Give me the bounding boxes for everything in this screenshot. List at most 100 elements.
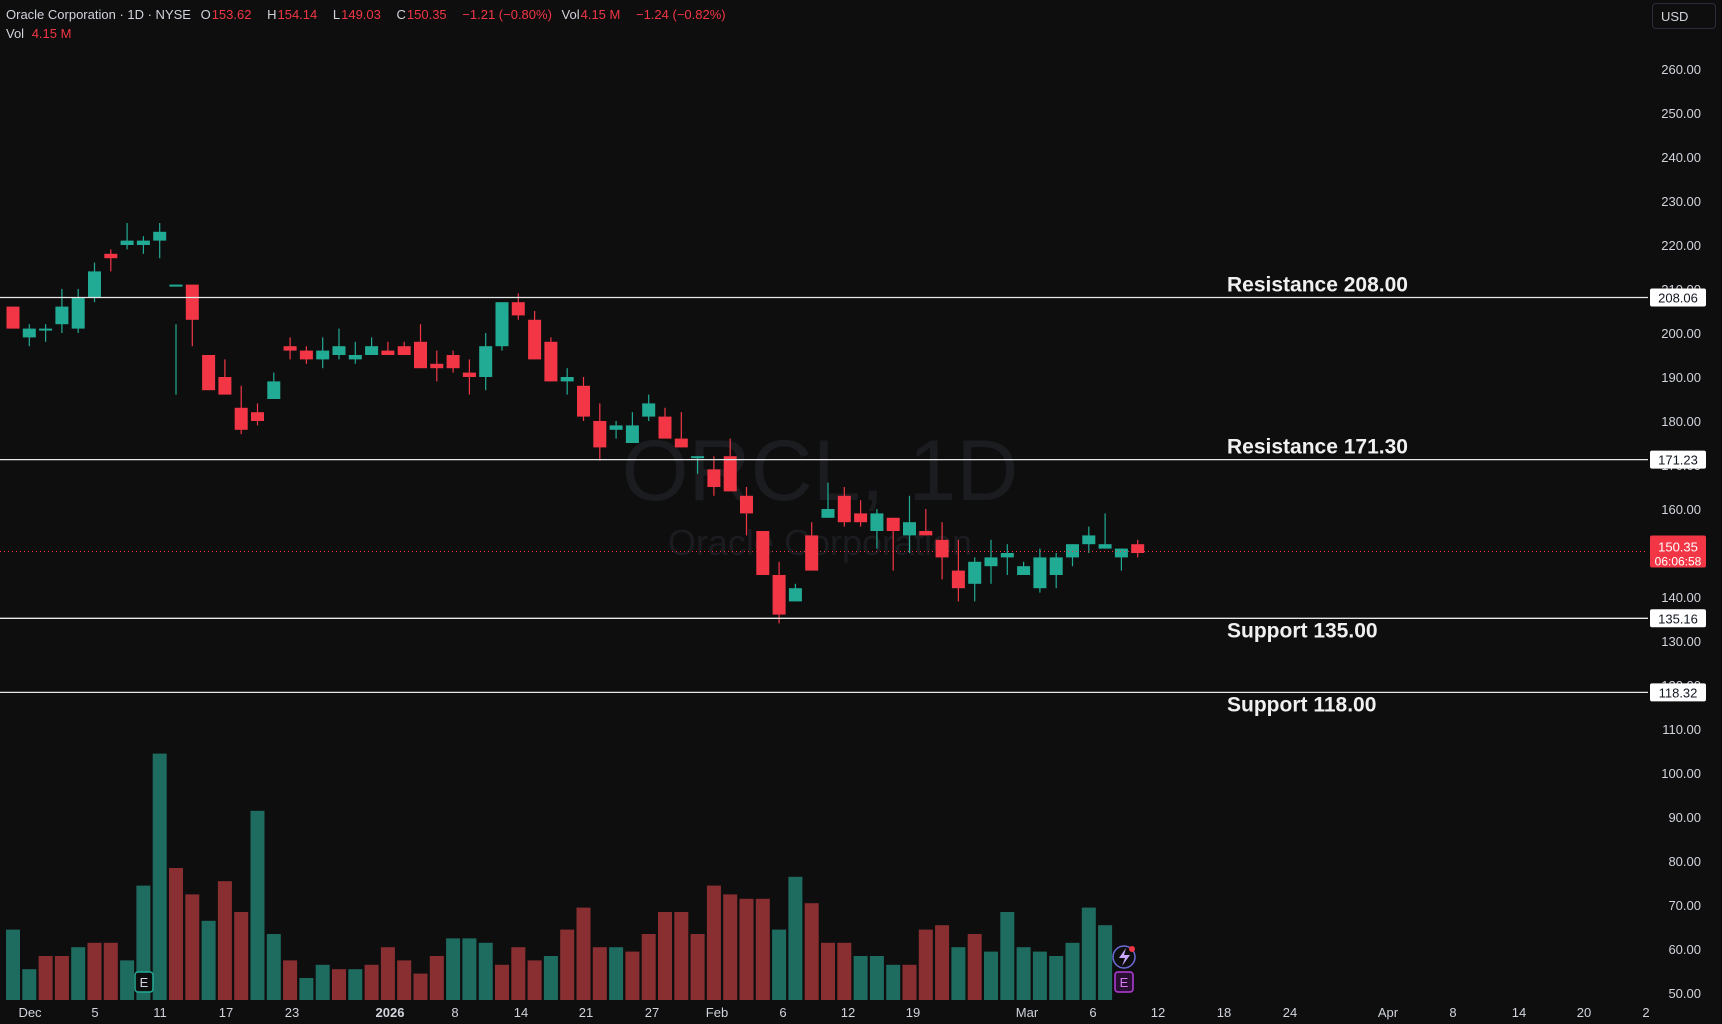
price-tick-label: 190.00 bbox=[1661, 370, 1701, 385]
volume-bar bbox=[935, 925, 950, 1000]
time-tick-label: 6 bbox=[779, 1005, 786, 1020]
price-tick-label: 240.00 bbox=[1661, 150, 1701, 165]
change-value: −1.21 (−0.80%) bbox=[462, 7, 552, 22]
volume-bar bbox=[869, 956, 884, 1000]
volume-bar bbox=[6, 929, 20, 1000]
candle-body bbox=[169, 284, 183, 287]
volume-bar bbox=[674, 912, 689, 1000]
candle-body bbox=[348, 355, 362, 360]
volume-bar bbox=[250, 810, 265, 1000]
price-tick-label: 230.00 bbox=[1661, 194, 1701, 209]
price-tick-label: 60.00 bbox=[1668, 942, 1701, 957]
volume-bar bbox=[918, 929, 933, 1000]
candle-body bbox=[886, 517, 900, 531]
price-tick-label: 160.00 bbox=[1661, 502, 1701, 517]
level-axis-value: 135.16 bbox=[1658, 611, 1698, 626]
time-tick-label: 11 bbox=[153, 1005, 167, 1020]
candle-body bbox=[397, 346, 411, 355]
price-tick-label: 110.00 bbox=[1662, 722, 1701, 737]
level-label: Resistance 171.30 bbox=[1227, 436, 1408, 459]
level-label: Support 135.00 bbox=[1227, 619, 1378, 642]
volume-bar bbox=[641, 934, 656, 1000]
candle-body bbox=[316, 350, 330, 360]
candle-body bbox=[185, 284, 199, 320]
time-tick-label: 27 bbox=[645, 1005, 659, 1020]
volume-bar bbox=[576, 907, 591, 1000]
volume-bar bbox=[821, 942, 835, 1000]
volume-bar bbox=[723, 894, 738, 1000]
candle-body bbox=[251, 412, 264, 421]
time-tick-label: 20 bbox=[1577, 1005, 1591, 1020]
time-tick-label: Apr bbox=[1378, 1005, 1399, 1020]
candle-body bbox=[446, 355, 460, 369]
symbol-legend: Oracle Corporation · 1D · NYSE O153.62 H… bbox=[6, 7, 732, 22]
earnings-marker[interactable] bbox=[134, 971, 154, 993]
level-axis-badge bbox=[1650, 450, 1706, 469]
candle-body bbox=[104, 253, 118, 259]
candle-body bbox=[577, 385, 590, 417]
candle-body bbox=[1114, 548, 1128, 558]
candle-body bbox=[1098, 544, 1112, 549]
candle-body bbox=[593, 421, 607, 448]
candle-body bbox=[462, 372, 476, 377]
time-tick-label: 2026 bbox=[376, 1005, 405, 1020]
price-tick-label: 80.00 bbox=[1668, 854, 1701, 869]
candle-body bbox=[267, 381, 281, 399]
candle-body bbox=[544, 341, 558, 382]
volume-bar bbox=[315, 964, 330, 1000]
currency-button[interactable]: USD bbox=[1652, 3, 1716, 29]
symbol-line: Oracle Corporation · 1D · NYSE bbox=[6, 7, 191, 22]
volume-bar bbox=[397, 960, 412, 1000]
watermark-name: Oracle Corporation bbox=[668, 522, 972, 563]
candle-body bbox=[153, 231, 167, 241]
volume-bar bbox=[22, 969, 37, 1000]
earnings-marker[interactable] bbox=[1114, 971, 1134, 993]
notification-dot bbox=[1129, 946, 1135, 952]
candle-body bbox=[511, 302, 525, 316]
volume-bar bbox=[772, 929, 787, 1000]
time-tick-label: 8 bbox=[451, 1005, 458, 1020]
candle-body bbox=[299, 350, 313, 360]
level-axis-badge bbox=[1650, 288, 1706, 307]
candle-body bbox=[951, 570, 965, 589]
candle-body bbox=[805, 535, 819, 571]
candle-body bbox=[935, 539, 949, 558]
candle-body bbox=[821, 509, 835, 518]
price-tick-label: 250.00 bbox=[1661, 106, 1701, 121]
vol-value: 4.15 M bbox=[580, 7, 621, 22]
time-tick-label: 5 bbox=[91, 1005, 98, 1020]
volume-bar bbox=[1081, 907, 1096, 1000]
volume-bar bbox=[429, 956, 444, 1000]
candle-body bbox=[1066, 544, 1079, 558]
volume-bar bbox=[755, 898, 770, 1000]
candle-body bbox=[625, 425, 639, 443]
price-tick-label: 220.00 bbox=[1661, 238, 1701, 253]
price-tick-label: 100.00 bbox=[1661, 766, 1701, 781]
volume-bar bbox=[413, 973, 428, 1000]
candle-body bbox=[218, 377, 232, 395]
volume-bar bbox=[332, 969, 346, 1000]
volume-bar bbox=[592, 947, 607, 1000]
volume-bar bbox=[543, 956, 558, 1000]
candle-body bbox=[1033, 557, 1047, 589]
candle-body bbox=[39, 328, 53, 331]
earnings-marker-label: E bbox=[1120, 975, 1129, 990]
candle-body bbox=[1017, 566, 1031, 575]
candle-body bbox=[642, 403, 656, 417]
low-label: L bbox=[332, 7, 341, 22]
volume-legend: Vol 4.15 M bbox=[6, 26, 71, 41]
candle-body bbox=[674, 438, 688, 448]
candle-body bbox=[381, 350, 395, 355]
time-tick-label: 21 bbox=[579, 1005, 593, 1020]
news-flash-icon[interactable] bbox=[1112, 945, 1136, 969]
volume-bar bbox=[1065, 942, 1080, 1000]
volume-bar bbox=[495, 964, 509, 1000]
candle-body bbox=[528, 319, 542, 360]
volume-bar bbox=[234, 912, 249, 1000]
candle-body bbox=[283, 346, 297, 351]
time-tick-label: 19 bbox=[906, 1005, 920, 1020]
candle-body bbox=[984, 557, 998, 567]
close-value: 150.35 bbox=[406, 7, 447, 22]
vol-change-value: −1.24 (−0.82%) bbox=[635, 7, 726, 22]
